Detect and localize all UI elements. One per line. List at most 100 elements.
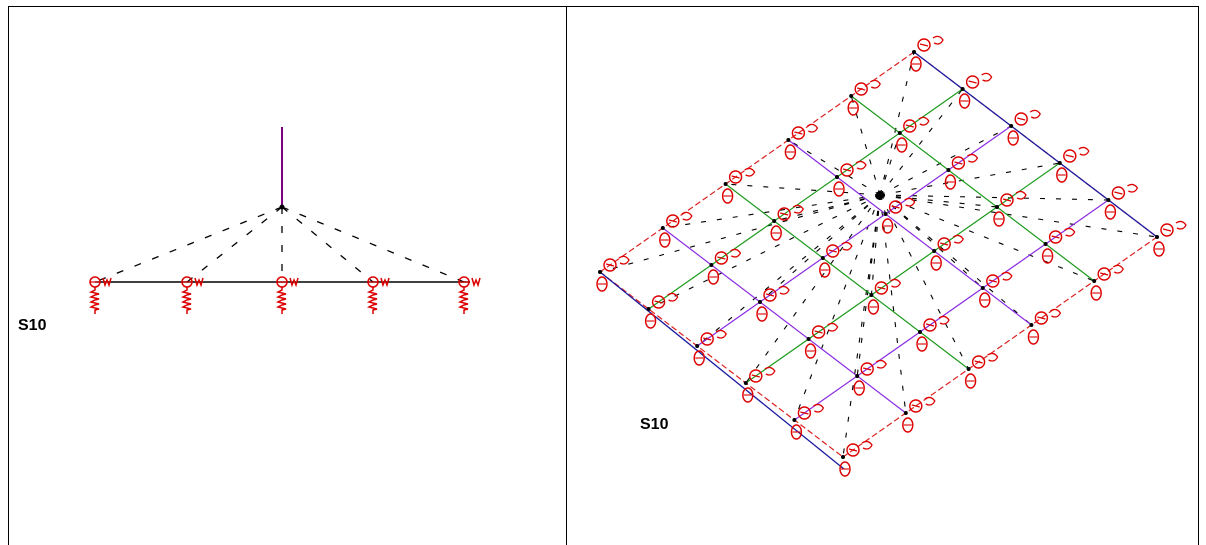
support-part [855,160,867,170]
support-part [981,72,993,82]
support-part [993,211,1005,227]
support-part [1043,242,1048,246]
support-part [1015,190,1027,200]
support-part [1034,311,1049,325]
spring-support-icon [457,276,481,314]
support-part [980,286,985,290]
support-part [952,234,964,244]
support-part [987,352,999,362]
support-part [275,287,287,314]
support-part [1065,154,1074,158]
support-part [772,219,777,223]
support-part [618,255,630,265]
support-part [883,212,888,216]
support-part [756,306,768,322]
support-part [860,362,874,376]
support-part [903,411,908,415]
support-part [728,170,743,184]
support-part [930,255,942,271]
hinge-support-icon [659,211,693,248]
support-part [932,249,937,253]
support-part [289,277,299,288]
support-part [946,168,951,172]
support-part [88,287,100,314]
support-part [700,332,714,346]
support-part [666,214,680,228]
support-part [605,263,615,267]
cable-line [850,95,881,196]
hinge-support-icon [707,248,742,285]
support-part [940,242,949,246]
support-part [916,336,928,352]
support-part [938,315,950,325]
support-part [888,200,903,214]
support-part [646,307,651,311]
support-part [833,181,845,197]
support-part [765,293,775,297]
support-part [1092,279,1097,283]
support-part [967,153,979,163]
support-part [912,50,916,54]
support-part [1064,227,1076,237]
support-part [903,119,917,133]
elevation-drawing [88,127,481,314]
support-part [797,406,812,420]
support-part [847,100,859,116]
spring-support-icon [366,276,390,314]
support-part [1027,329,1040,345]
cable-line [745,194,881,384]
hinge-support-icon [1104,183,1139,220]
support-part [918,330,922,334]
support-part [744,167,756,177]
support-part [979,292,991,308]
panel-divider [566,6,567,545]
support-part [965,75,980,89]
support-part [800,411,809,415]
support-part [905,124,914,128]
support-part [839,461,851,477]
support-part [874,281,889,295]
hinge-support-icon [916,315,950,352]
isometric-drawing [596,35,1187,477]
support-part [960,87,965,91]
support-part [841,241,853,251]
support-part [954,161,963,165]
support-part [654,300,663,304]
hinge-support-icon [693,329,727,366]
support-part [988,279,997,283]
support-part [1175,220,1187,230]
support-part [813,403,825,413]
support-part [778,285,790,295]
support-part [804,343,817,359]
cable-line [281,206,374,283]
hinge-support-icon [721,167,756,204]
hinge-support-icon [964,352,999,389]
cable-line [94,206,283,283]
support-part [806,337,811,341]
support-part [1104,204,1117,220]
grid-line [842,236,1158,458]
support-part [715,329,727,339]
cable-line [842,194,881,458]
support-part [1001,271,1013,281]
support-part [890,278,902,288]
cable-line [662,194,881,229]
grid-line [599,271,844,458]
spring-support-icon [88,276,112,314]
support-part [1002,198,1012,202]
support-part [820,256,825,260]
support-part [471,277,481,288]
support-part [194,277,204,288]
support-part [1112,264,1124,274]
right-view-panel: S10 [567,7,1198,545]
hinge-support-icon [1153,220,1187,257]
structure-label: S10 [640,416,669,433]
hinge-support-icon [867,278,902,315]
support-part [826,244,840,258]
left-view-panel: S10 [9,7,566,545]
support-part [867,299,880,315]
hinge-support-icon [896,116,930,153]
support-part [869,293,874,297]
support-part [842,168,852,172]
support-part [707,269,720,285]
